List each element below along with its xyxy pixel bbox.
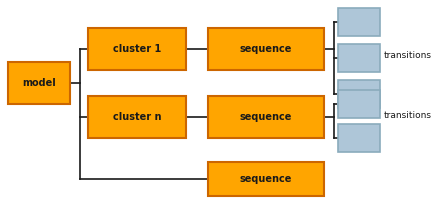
FancyBboxPatch shape: [338, 8, 380, 36]
FancyBboxPatch shape: [8, 62, 70, 104]
Text: transitions: transitions: [384, 51, 432, 60]
Text: cluster 1: cluster 1: [113, 44, 161, 54]
Text: model: model: [22, 78, 56, 88]
FancyBboxPatch shape: [338, 124, 380, 152]
Text: sequence: sequence: [240, 112, 292, 122]
FancyBboxPatch shape: [208, 28, 324, 70]
FancyBboxPatch shape: [208, 162, 324, 196]
FancyBboxPatch shape: [338, 90, 380, 118]
Text: sequence: sequence: [240, 174, 292, 184]
FancyBboxPatch shape: [88, 28, 186, 70]
Text: transitions: transitions: [384, 111, 432, 120]
FancyBboxPatch shape: [208, 96, 324, 138]
FancyBboxPatch shape: [88, 96, 186, 138]
FancyBboxPatch shape: [338, 44, 380, 72]
Text: cluster n: cluster n: [113, 112, 161, 122]
Text: sequence: sequence: [240, 44, 292, 54]
FancyBboxPatch shape: [338, 80, 380, 108]
